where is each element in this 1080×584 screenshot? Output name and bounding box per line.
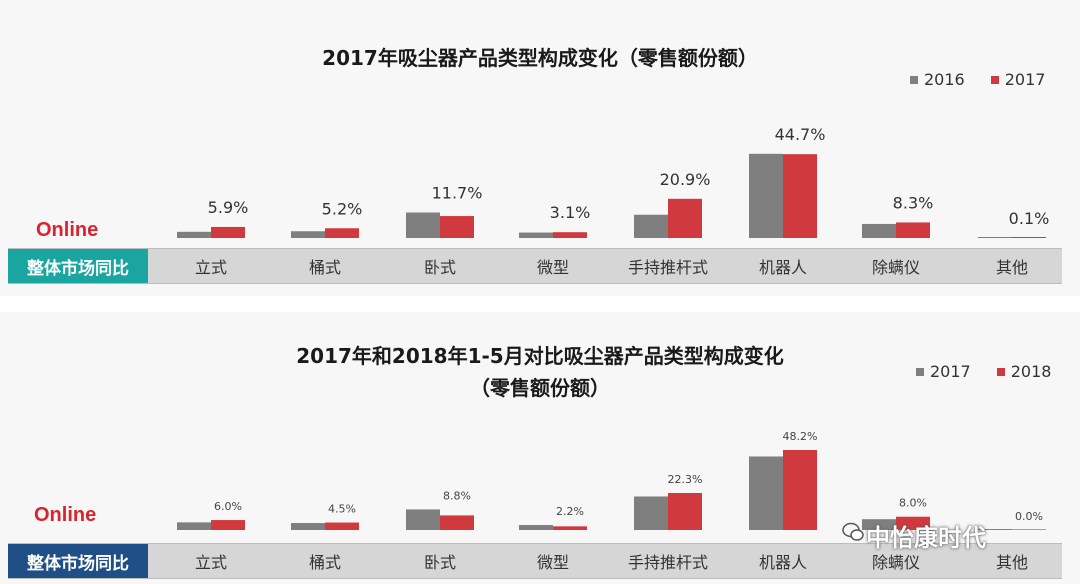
legend-label-series-a: 2017: [930, 362, 971, 381]
bar-2018-立式: [211, 520, 245, 530]
category-row: 整体市场同比 立式 桶式 卧式 微型 手持推杆式 机器人 除螨仪 其他: [8, 543, 1062, 579]
category-label-机器人: 机器人: [758, 553, 807, 572]
bar-2016-除螨仪: [862, 223, 896, 238]
online-label: Online: [34, 504, 97, 526]
category-row: 整体市场同比 立式 桶式 卧式 微型 手持推杆式 机器人 除螨仪 其他: [8, 248, 1062, 284]
data-label-其他: 0.1%: [1009, 209, 1050, 228]
legend-label-series-b: 2017: [1004, 70, 1046, 89]
data-label-立式: 5.9%: [208, 198, 249, 217]
legend-label-series-a: 2016: [924, 70, 965, 89]
bar-2016-桶式: [291, 231, 325, 238]
legend-swatch-red: [990, 75, 999, 84]
bar-2017-微型: [519, 525, 553, 530]
data-label-桶式: 5.2%: [322, 199, 363, 218]
category-label-除螨仪: 除螨仪: [871, 258, 920, 277]
bar-2016-微型: [519, 232, 553, 238]
bar-2018-机器人: [783, 450, 817, 530]
category-label-卧式: 卧式: [423, 258, 456, 277]
category-label-桶式: 桶式: [308, 258, 341, 277]
data-label-手持推杆式: 22.3%: [668, 473, 703, 486]
bar-2018-桶式: [325, 522, 359, 530]
data-label-立式: 6.0%: [214, 500, 242, 513]
chart2-title-line2: （零售额份额）: [470, 376, 610, 400]
chart-panel-2017-2018: 2017年和2018年1-5月对比吸尘器产品类型构成变化 （零售额份额） 201…: [0, 312, 1080, 584]
data-label-其他: 0.0%: [1015, 510, 1043, 523]
legend-swatch-grey: [910, 75, 918, 84]
data-label-除螨仪: 8.0%: [899, 497, 927, 510]
bar-2016-卧式: [406, 212, 440, 238]
category-label-其他: 其他: [995, 553, 1028, 572]
data-label-除螨仪: 8.3%: [893, 193, 934, 212]
bar-2017-其他: [978, 529, 1012, 530]
bar-2018-卧式: [440, 515, 474, 530]
bar-2017-立式: [177, 522, 211, 530]
category-label-微型: 微型: [536, 553, 569, 572]
bar-2016-立式: [177, 231, 211, 238]
bar-2017-机器人: [783, 154, 817, 238]
data-label-手持推杆式: 20.9%: [660, 170, 711, 189]
row-header-label: 整体市场同比: [8, 544, 148, 578]
category-label-手持推杆式: 手持推杆式: [627, 553, 708, 572]
data-label-微型: 3.1%: [550, 203, 591, 222]
bar-2017-手持推杆式: [634, 496, 668, 530]
panel-separator: [0, 296, 1080, 312]
bar-2016-其他: [978, 237, 1012, 238]
bar-2017-机器人: [749, 456, 783, 530]
bar-2018-其他: [1012, 529, 1046, 530]
bar-2017-桶式: [325, 228, 359, 238]
bar-2017-微型: [553, 232, 587, 238]
row-header-label: 整体市场同比: [8, 249, 148, 283]
bar-2018-微型: [553, 526, 587, 530]
bar-2017-桶式: [291, 523, 325, 530]
chart2-title-line1: 2017年和2018年1-5月对比吸尘器产品类型构成变化: [296, 344, 784, 368]
data-label-卧式: 8.8%: [443, 489, 471, 502]
bar-2017-卧式: [440, 216, 474, 238]
bar-2016-手持推杆式: [634, 214, 668, 238]
category-label-立式: 立式: [194, 553, 227, 572]
category-label-除螨仪: 除螨仪: [871, 553, 920, 572]
online-label: Online: [36, 219, 99, 241]
data-label-微型: 2.2%: [556, 505, 584, 518]
chart1-title: 2017年吸尘器产品类型构成变化（零售额份额）: [322, 46, 758, 70]
bar-2016-机器人: [749, 153, 783, 238]
data-label-机器人: 44.7%: [775, 125, 826, 144]
legend-swatch-red: [996, 367, 1005, 376]
chart-panel-2017: 2017年吸尘器产品类型构成变化（零售额份额） 2016 2017 5.9% 5.…: [8, 46, 1062, 284]
data-label-桶式: 4.5%: [328, 503, 356, 516]
chart2-legend: 2017 2018: [916, 362, 1051, 381]
category-label-手持推杆式: 手持推杆式: [627, 258, 708, 277]
bar-2017-手持推杆式: [668, 198, 702, 238]
category-label-立式: 立式: [194, 258, 227, 277]
watermark-text: 中怡康时代: [866, 524, 986, 552]
data-label-机器人: 48.2%: [783, 430, 818, 443]
chart1-legend: 2016 2017: [910, 70, 1045, 89]
bar-2017-立式: [211, 226, 245, 238]
bar-2017-卧式: [406, 509, 440, 530]
bar-2017-除螨仪: [896, 222, 930, 238]
wechat-icon: [842, 522, 864, 541]
data-label-卧式: 11.7%: [432, 184, 483, 203]
category-label-其他: 其他: [995, 258, 1028, 277]
bar-2018-除螨仪: [896, 516, 930, 530]
legend-swatch-grey: [916, 367, 924, 376]
category-label-机器人: 机器人: [758, 258, 807, 277]
category-label-卧式: 卧式: [423, 553, 456, 572]
bar-2017-其他: [1012, 237, 1046, 238]
bar-2018-手持推杆式: [668, 492, 702, 530]
category-label-微型: 微型: [536, 258, 569, 277]
bar-2017-除螨仪: [862, 519, 896, 530]
legend-label-series-b: 2018: [1010, 362, 1052, 381]
chart2-plot: 6.0% 4.5% 8.8% 2.2% 22.3% 48.2% 8.0% 0.0%: [177, 430, 1046, 530]
chart1-plot: 5.9% 5.2% 11.7% 3.1% 20.9% 44.7% 8.3% 0.1%: [177, 125, 1050, 238]
category-label-桶式: 桶式: [308, 553, 341, 572]
